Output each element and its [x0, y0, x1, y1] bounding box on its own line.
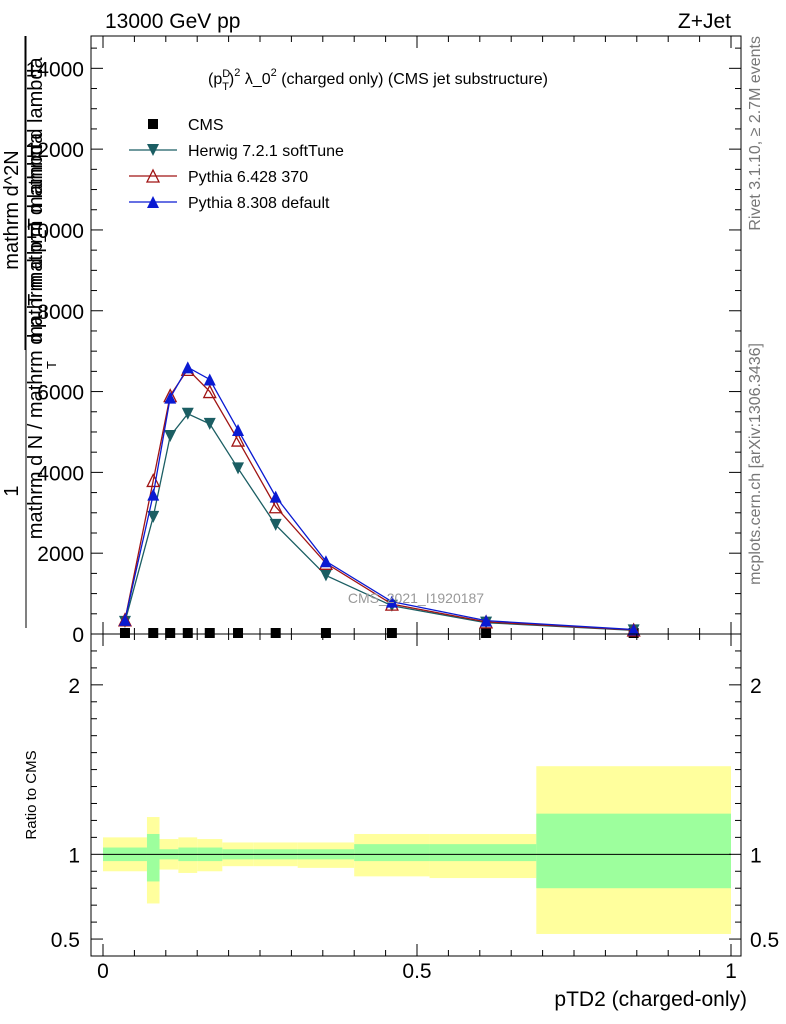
series-line	[124, 368, 634, 631]
data-point	[118, 613, 131, 626]
data-point	[627, 623, 640, 636]
ratio-plot-panel: 0.5 0.5 1 1 2 2 0 0.5 1 Ratio to CMS	[23, 633, 779, 983]
watermark-label: CMS_2021_I1920187	[348, 590, 484, 606]
y-tick-label: 14000	[26, 58, 84, 81]
legend-item: Pythia 8.308 default	[129, 195, 330, 212]
data-point	[269, 518, 282, 531]
y-label-inner-denominator: mathrm d p_T mathrm d lambda	[25, 56, 47, 342]
legend-label: Pythia 6.428 370	[188, 169, 308, 186]
legend-marker	[147, 144, 159, 156]
ratio-y-tick-label-right: 1	[750, 844, 762, 867]
y-tick-label: 8000	[37, 301, 84, 324]
y-tick-label: 4000	[37, 462, 84, 485]
data-point	[230, 432, 246, 447]
data-point	[480, 614, 493, 627]
data-point	[164, 391, 177, 404]
main-plot-panel: 0 2000 4000 6000 8000 10000 12000 14000 (pD T)2 …	[1, 35, 742, 647]
legend-marker	[145, 168, 161, 183]
ratio-y-tick-label-right: 2	[750, 675, 762, 698]
data-point	[386, 628, 397, 638]
series-3	[118, 361, 640, 636]
y-tick-label: 6000	[37, 382, 84, 405]
data-point	[203, 373, 216, 386]
legend-marker	[148, 119, 158, 129]
legend: CMS Herwig 7.2.1 softTune Pythia 6.428 370…	[129, 117, 344, 212]
data-point	[181, 361, 194, 374]
ratio-band-inner	[146, 833, 160, 882]
data-point	[268, 499, 283, 514]
data-point	[148, 628, 159, 638]
y-axis-label: 1 mathrm d N / mathrm d p_T mathrm d lam…	[1, 36, 59, 628]
data-point	[147, 488, 160, 501]
x-tick-label: 1	[725, 960, 737, 983]
legend-label: Herwig 7.2.1 softTune	[188, 143, 344, 160]
legend-item: CMS	[148, 117, 224, 134]
data-point	[481, 628, 492, 638]
legend-item: Herwig 7.2.1 softTune	[129, 143, 344, 160]
y-label-denominator: mathrm d N / mathrm d p_T mathrm d lambd…	[25, 132, 47, 539]
y-tick-label: 0	[72, 624, 84, 647]
data-point	[319, 569, 332, 582]
y-label-inner-numerator: mathrm d^2N	[1, 150, 23, 269]
x-axis-label: pTD2 (charged-only)	[554, 988, 747, 1011]
data-point	[204, 628, 215, 638]
ratio-y-tick-label: 1	[68, 844, 80, 867]
header-right: Z+Jet	[678, 10, 731, 33]
x-tick-label: 0.5	[402, 960, 431, 983]
plot-title: (pD T)2 λ_02 (charged only) (CMS jet subs…	[208, 67, 548, 93]
legend-marker	[147, 196, 159, 208]
data-point	[232, 423, 245, 436]
data-point	[119, 628, 130, 638]
ratio-y-tick-label-right: 0.5	[750, 929, 779, 952]
ratio-band-inner	[536, 813, 731, 889]
ratio-y-tick-label: 0.5	[51, 929, 80, 952]
legend-label: CMS	[188, 117, 224, 134]
legend-item: Pythia 6.428 370	[129, 168, 308, 186]
y-tick-label: 12000	[26, 139, 84, 162]
data-point	[165, 628, 176, 638]
y-label-numerator-one: 1	[1, 485, 23, 496]
ratio-frame	[90, 633, 742, 957]
ratio-y-tick-label: 2	[68, 675, 80, 698]
data-point	[320, 628, 331, 638]
series-0	[119, 628, 639, 638]
data-point	[181, 407, 194, 420]
ratio-y-label: Ratio to CMS	[23, 750, 40, 839]
data-point	[270, 628, 281, 638]
y-label-sub-t: T	[44, 361, 59, 369]
data-point	[164, 430, 177, 443]
data-point	[385, 595, 398, 608]
data-point	[269, 490, 282, 503]
y-tick-label: 10000	[26, 220, 84, 243]
x-tick-label: 0	[97, 960, 109, 983]
y-tick-label: 2000	[37, 543, 84, 566]
mcplots-label: mcplots.cern.ch [arXiv:1306.3436]	[747, 343, 764, 585]
ratio-band-inner	[429, 844, 537, 862]
data-point	[147, 510, 160, 523]
data-point	[182, 628, 193, 638]
data-point	[203, 417, 216, 430]
legend-label: Pythia 8.308 default	[188, 195, 330, 212]
data-point	[233, 628, 244, 638]
header-left: 13000 GeV pp	[105, 10, 240, 33]
data-point	[202, 384, 217, 399]
rivet-label: Rivet 3.1.10, ≥ 2.7M events	[747, 36, 764, 231]
data-point	[232, 462, 245, 475]
ratio-band-inner	[354, 844, 430, 862]
data-point	[319, 555, 332, 568]
